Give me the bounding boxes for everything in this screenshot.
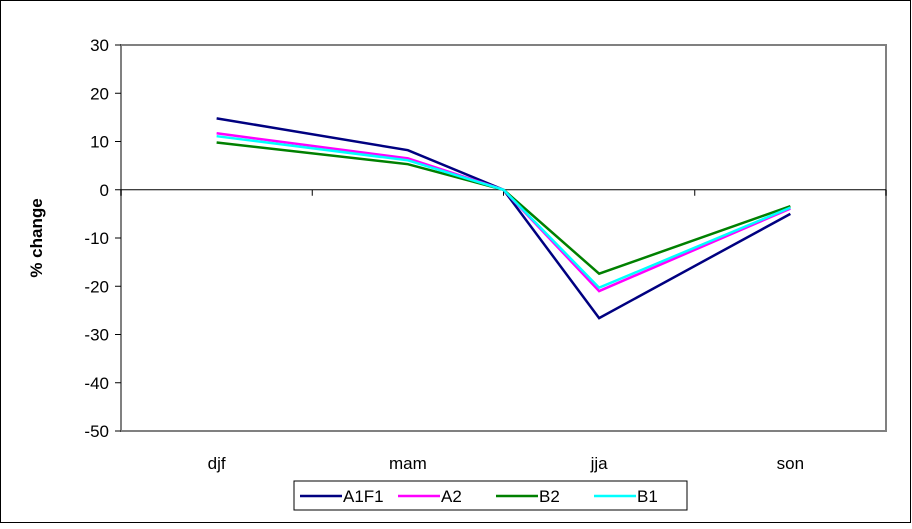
y-tick-label: -10 — [84, 229, 109, 248]
y-tick-label: -40 — [84, 374, 109, 393]
series-line-b1 — [216, 134, 791, 290]
legend-label: A1F1 — [343, 487, 384, 506]
series-lines — [216, 117, 791, 320]
x-tick-label: jja — [590, 454, 609, 473]
plot-area — [120, 44, 887, 432]
y-tick-label: 10 — [90, 133, 109, 152]
y-tick-label: 30 — [90, 36, 109, 55]
legend-label: B2 — [539, 487, 560, 506]
x-tick-label: djf — [208, 454, 226, 473]
x-tick-label: mam — [389, 454, 427, 473]
x-axis: djf mam jja son — [120, 189, 887, 473]
y-tick-label: 20 — [90, 84, 109, 103]
y-axis-title: % change — [27, 198, 46, 277]
y-tick-label: -20 — [84, 277, 109, 296]
y-tick-label: 0 — [100, 181, 109, 200]
y-tick-label: -50 — [84, 422, 109, 441]
x-tick-label: son — [777, 454, 804, 473]
y-tick-label: -30 — [84, 326, 109, 345]
legend-label: B1 — [637, 487, 658, 506]
legend-label: A2 — [441, 487, 462, 506]
legend: A1F1 A2 B2 B1 — [293, 480, 688, 511]
y-axis: -50 -40 -30 -20 -10 0 10 20 30 — [84, 36, 121, 441]
